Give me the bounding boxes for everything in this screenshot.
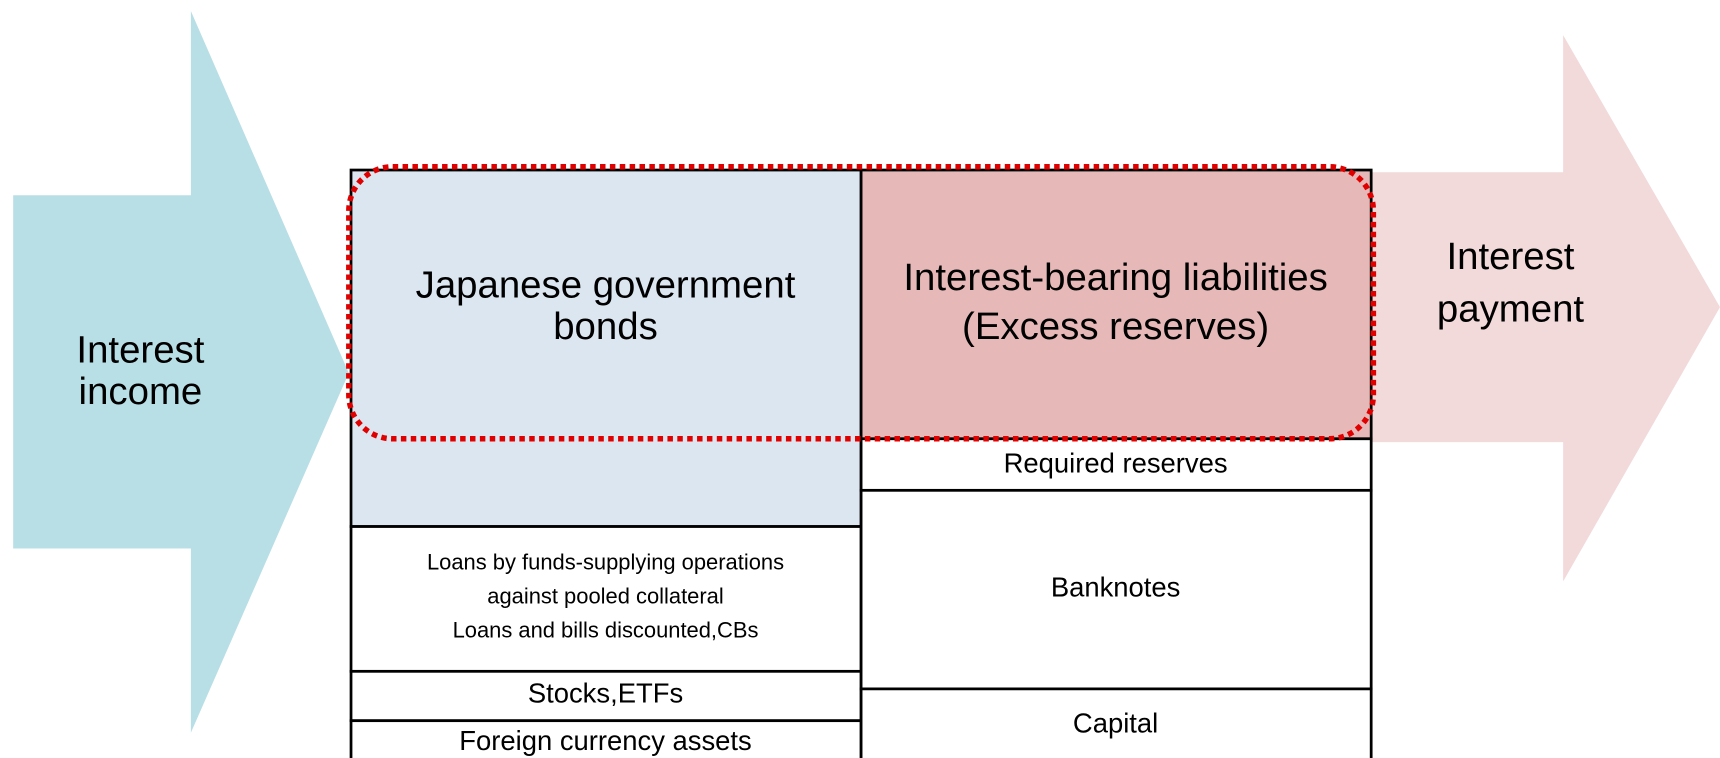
cell-label: Banknotes <box>1051 571 1181 602</box>
cell-label: Foreign currency assets <box>459 725 751 756</box>
liability-cell <box>859 168 1373 441</box>
liability-cell <box>859 687 1373 758</box>
cell-label: bonds <box>553 305 658 348</box>
asset-cell <box>349 669 863 723</box>
cell-label: Required reserves <box>1004 447 1228 478</box>
asset-cell <box>349 525 863 673</box>
asset-cell <box>349 719 863 758</box>
cell-label: (Excess reserves) <box>962 305 1269 348</box>
balance-sheet <box>349 168 1373 758</box>
cell-label: Interest-bearing liabilities <box>903 256 1327 299</box>
cell-label: Loans by funds-supplying operations <box>427 550 784 575</box>
asset-cell <box>349 168 863 528</box>
highlight-outline <box>346 163 1377 442</box>
liability-cell <box>859 488 1373 691</box>
arrow-label: Interest <box>76 328 204 371</box>
cell-label: Capital <box>1073 707 1158 738</box>
arrow-label: payment <box>1437 288 1585 331</box>
arrow-label: Interest <box>1446 235 1574 278</box>
cell-label: against pooled collateral <box>487 584 723 609</box>
payment-arrow <box>1371 35 1720 582</box>
cell-label: Japanese government <box>416 264 796 307</box>
arrow-label: income <box>79 370 203 413</box>
income-arrow <box>13 10 349 733</box>
liability-cell <box>859 437 1373 492</box>
cell-label: Stocks,ETFs <box>528 678 683 709</box>
cell-label: Loans and bills discounted,CBs <box>453 618 759 643</box>
